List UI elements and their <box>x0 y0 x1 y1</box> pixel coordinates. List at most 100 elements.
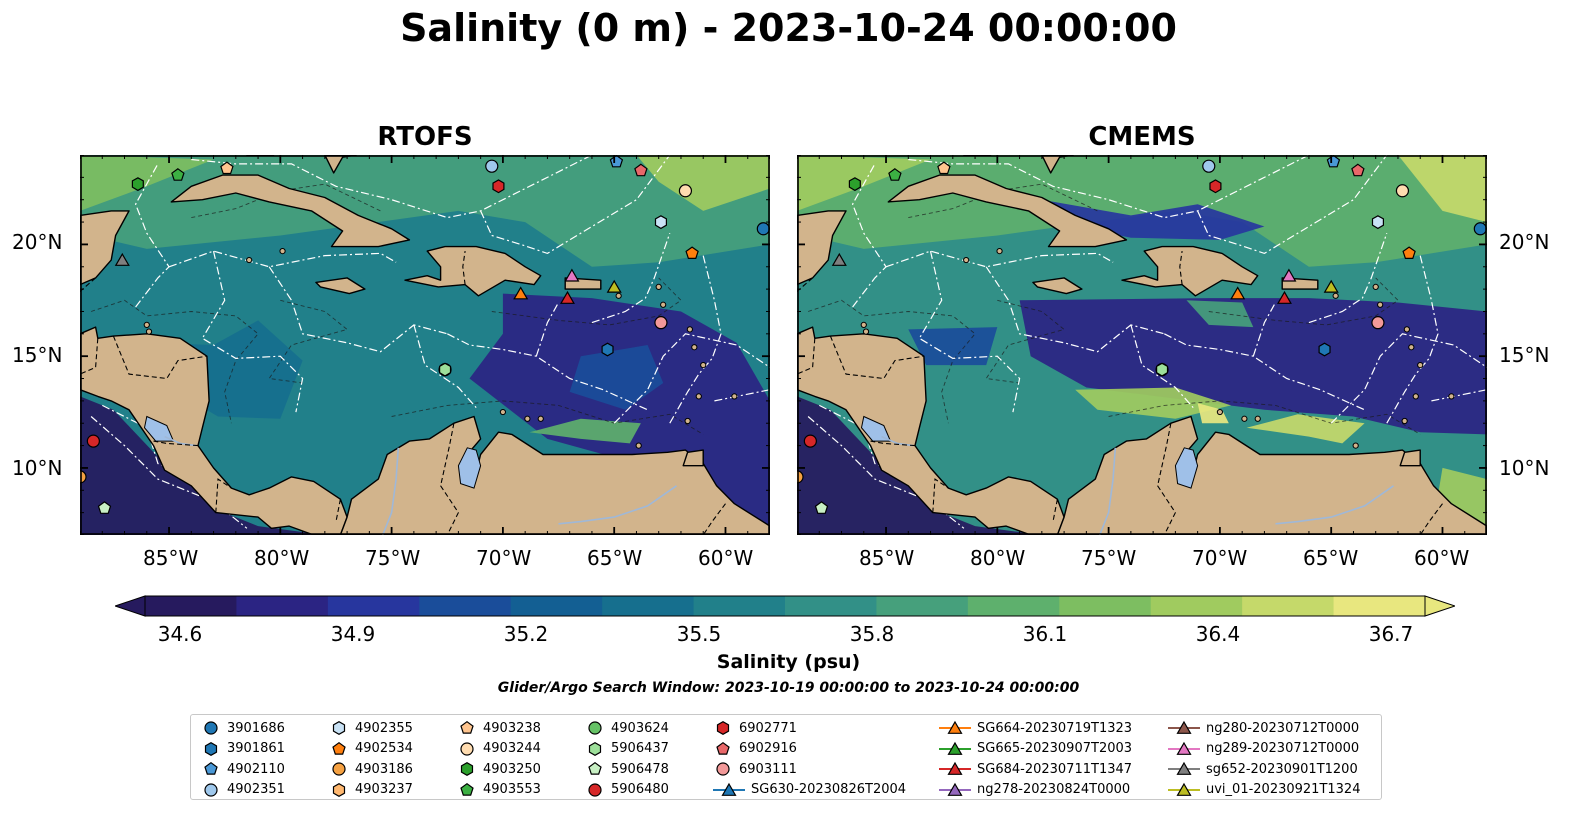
marker-4903238[interactable] <box>220 161 234 175</box>
legend-item-3901686: 3901686 <box>201 718 285 738</box>
marker-5906480[interactable] <box>803 434 817 448</box>
marker-sg652-20230901T1200[interactable] <box>114 252 130 266</box>
river <box>558 485 677 525</box>
marker-5906478[interactable] <box>97 501 112 514</box>
eez-boundary <box>535 302 560 357</box>
legend-label: 4902351 <box>227 782 285 797</box>
small-island <box>695 393 702 400</box>
legend-marker-shape <box>1176 741 1192 755</box>
marker-6902771[interactable] <box>492 179 505 194</box>
marker-SG684-20230711T1347[interactable] <box>559 290 575 304</box>
small-island <box>524 415 531 422</box>
small-island <box>862 328 870 335</box>
eez-boundary <box>1330 333 1487 424</box>
marker-ng289-20230712T0000[interactable] <box>564 268 580 282</box>
legend-marker-icon <box>1168 782 1200 796</box>
colorbar-swatch <box>419 596 512 616</box>
colorbar-swatch <box>1059 596 1152 616</box>
marker-SG664-20230719T1323[interactable] <box>1230 286 1246 300</box>
marker-SG664-20230719T1323[interactable] <box>513 286 529 300</box>
marker-3901686[interactable] <box>756 222 770 236</box>
country-border <box>440 423 460 535</box>
small-island <box>655 283 662 290</box>
panel-title-rtofs: RTOFS <box>377 122 473 152</box>
marker-ng289-20230712T0000[interactable] <box>1281 268 1297 282</box>
lake-maracaibo <box>457 447 482 489</box>
country-border <box>797 338 816 375</box>
marker-4903244[interactable] <box>678 184 693 198</box>
marker-4903244[interactable] <box>1395 184 1410 198</box>
marker-5906480[interactable] <box>86 434 100 448</box>
marker-6902916[interactable] <box>1351 163 1365 177</box>
lon-tick-60w: 60°W <box>1414 546 1470 570</box>
legend-item-4903624: 4903624 <box>585 718 669 738</box>
marker-4902351[interactable] <box>1202 159 1216 173</box>
colorbar-min-extend <box>115 595 146 617</box>
legend-marker-icon <box>716 721 730 735</box>
marker-3901686[interactable] <box>1473 222 1487 236</box>
legend-item-5906478: 5906478 <box>585 759 669 779</box>
marker-6903111[interactable] <box>654 316 668 330</box>
marker-6903111[interactable] <box>1371 316 1385 330</box>
land-trinidad <box>682 449 704 467</box>
small-island <box>691 344 698 351</box>
search-window-text: Glider/Argo Search Window: 2023-10-19 00… <box>497 680 1080 696</box>
marker-4903250[interactable] <box>848 177 861 192</box>
small-island <box>860 321 867 328</box>
marker-6902916[interactable] <box>634 163 648 177</box>
legend-marker-icon <box>939 761 971 775</box>
marker-6902771[interactable] <box>1209 179 1222 194</box>
marker-4903238[interactable] <box>937 161 951 175</box>
lake-maracaibo <box>1174 447 1199 489</box>
country-border <box>1157 423 1177 535</box>
marker-4902534[interactable] <box>685 246 699 260</box>
legend-item-4902351: 4902351 <box>201 780 285 800</box>
salinity-band <box>797 396 1042 535</box>
legend-marker-shape <box>1176 720 1192 734</box>
legend-marker-icon <box>716 741 730 755</box>
eez-boundary <box>1197 155 1388 255</box>
legend-label: 4903624 <box>611 720 669 736</box>
legend-label: uvi_01-20230921T1324 <box>1206 782 1361 797</box>
salinity-band <box>908 327 998 366</box>
country-border <box>462 251 466 285</box>
marker-4902355[interactable] <box>654 215 668 230</box>
marker-4902351[interactable] <box>485 159 499 173</box>
marker-5906437[interactable] <box>1156 362 1169 377</box>
small-island <box>660 301 667 308</box>
marker-4902355[interactable] <box>1371 215 1385 230</box>
marker-4902534[interactable] <box>1402 246 1416 260</box>
marker-4903250[interactable] <box>131 177 144 192</box>
marker-uvi_01-20230921T1324[interactable] <box>1323 279 1339 293</box>
isobath-line <box>391 400 704 435</box>
marker-5906437[interactable] <box>439 362 452 377</box>
rtofs-map[interactable] <box>80 155 770 535</box>
legend-marker-shape <box>947 741 963 755</box>
marker-3901861[interactable] <box>601 342 614 357</box>
legend-item-4903250: 4903250 <box>457 759 541 779</box>
marker-4903553[interactable] <box>171 168 185 181</box>
country-border <box>1179 251 1183 285</box>
small-island <box>143 321 150 328</box>
isobath-line <box>1108 400 1421 435</box>
land-hispaniola <box>404 245 542 297</box>
eez-boundary <box>413 324 477 408</box>
lon-tick-85w: 85°W <box>859 546 915 570</box>
country-border <box>80 338 99 375</box>
legend-item-3901861: 3901861 <box>201 739 285 759</box>
marker-sg652-20230901T1200[interactable] <box>831 252 847 266</box>
small-island <box>1448 393 1455 400</box>
small-island <box>1254 415 1261 422</box>
marker-uvi_01-20230921T1324[interactable] <box>606 279 622 293</box>
cmems-map[interactable] <box>797 155 1487 535</box>
colorbar-tick: 35.5 <box>676 622 722 646</box>
marker-SG684-20230711T1347[interactable] <box>1276 290 1292 304</box>
marker-4903553[interactable] <box>888 168 902 181</box>
legend-marker-shape <box>721 782 737 796</box>
marker-3901861[interactable] <box>1318 342 1331 357</box>
legend-label: 4903244 <box>483 741 541 756</box>
legend-item-6902771: 6902771 <box>713 718 797 738</box>
legend-item-ng289-20230712T0000: ng289-20230712T0000 <box>1168 739 1359 759</box>
marker-5906478[interactable] <box>814 501 829 514</box>
legend-label: sg652-20230901T1200 <box>1206 761 1358 777</box>
